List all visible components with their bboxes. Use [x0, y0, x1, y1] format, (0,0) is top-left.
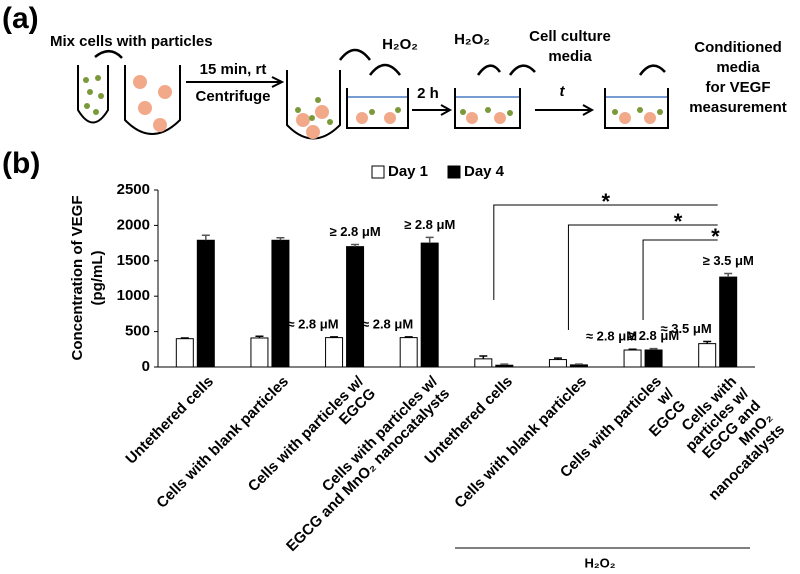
particles: [369, 107, 663, 116]
arrow: [508, 64, 536, 76]
annotation: ≥ 3.5 μM: [703, 253, 754, 268]
step-label: H₂O₂: [382, 36, 418, 53]
error-bar: [703, 340, 712, 344]
significance-label: *: [711, 224, 720, 249]
step-label: Mix cells with particles: [50, 33, 213, 50]
error-bar: [351, 243, 360, 247]
legend-label: Day 4: [464, 163, 505, 180]
bar: [698, 343, 717, 368]
wells: [346, 88, 669, 129]
significance-bracket: [642, 239, 718, 320]
tube: [124, 65, 181, 135]
error-bar: [276, 237, 285, 241]
bar: [548, 359, 567, 368]
annotation: ≥ 2.8 μM: [329, 224, 380, 239]
error-bar: [553, 357, 562, 360]
error-bar: [479, 355, 488, 359]
particles: [83, 75, 104, 115]
panel-label: (b): [2, 147, 40, 180]
y-axis-label: Concentration of VEGF: [69, 196, 86, 361]
step-label: Cell culture: [529, 28, 611, 45]
bar: [325, 337, 344, 368]
step-label: media: [548, 48, 592, 65]
error-bar: [574, 363, 583, 365]
bar: [644, 349, 663, 368]
error-bar: [201, 234, 210, 241]
bar: [420, 242, 439, 368]
annotation: ≥ 2.8 μM: [404, 217, 455, 232]
y-tick-label: 2000: [117, 216, 150, 233]
step-label: 2 h: [417, 85, 439, 102]
bar: [569, 364, 588, 368]
arrow-head: [582, 104, 595, 116]
step-label: for VEGF: [705, 79, 770, 96]
annotation: ≥ 2.8 μM: [628, 328, 679, 343]
legend-swatch: [371, 165, 385, 179]
step-label: measurement: [689, 99, 787, 116]
step-label: t: [560, 83, 566, 100]
cells: [133, 75, 172, 132]
y-tick-label: 2500: [117, 181, 150, 198]
arrow-head: [271, 76, 285, 88]
bar: [399, 337, 418, 368]
y-tick-label: 500: [125, 323, 150, 340]
y-tick-label: 0: [142, 358, 150, 375]
annotation: ≈ 2.8 μM: [362, 316, 413, 331]
error-bar: [404, 336, 413, 338]
particles: [295, 97, 333, 125]
step-label: 15 min, rt: [200, 61, 267, 78]
significance-bracket: [567, 224, 718, 330]
error-bar: [500, 363, 509, 366]
step-label: media: [716, 59, 760, 76]
y-tick-label: 1000: [117, 287, 150, 304]
bar: [175, 338, 194, 368]
annotation: ≈ 2.8 μM: [586, 329, 637, 344]
error-bar: [425, 236, 434, 244]
group-label: H₂O₂: [584, 555, 615, 570]
bar: [196, 239, 215, 368]
error-bar: [724, 272, 733, 278]
arrow: [339, 48, 371, 61]
cells: [296, 105, 329, 139]
bar: [623, 349, 642, 368]
significance-bracket: [493, 204, 718, 300]
arrow: [94, 50, 123, 59]
error-bar: [628, 348, 637, 351]
arrow-head: [440, 104, 453, 116]
error-bar: [330, 336, 339, 338]
bar: [474, 358, 493, 368]
tube: [77, 65, 109, 124]
error-bar: [649, 347, 658, 351]
bar: [495, 364, 514, 368]
step-label: Conditioned: [694, 39, 781, 56]
step-label: Centrifuge: [196, 88, 271, 105]
legend-label: Day 1: [388, 163, 428, 180]
arrow: [476, 64, 502, 76]
significance-label: *: [601, 189, 610, 214]
bar: [271, 239, 290, 368]
bar: [719, 276, 738, 368]
y-tick-label: 1500: [117, 252, 150, 269]
y-axis-label: (pg/mL): [89, 251, 106, 306]
cells: [356, 112, 656, 124]
significance-label: *: [674, 209, 683, 234]
arrow: [638, 64, 666, 76]
annotation: ≈ 3.5 μM: [660, 321, 711, 336]
step-label: H₂O₂: [454, 31, 490, 48]
bar: [346, 246, 365, 368]
error-bar: [255, 335, 264, 338]
bar: [250, 337, 269, 368]
annotation: ≈ 2.8 μM: [287, 316, 338, 331]
arrow: [369, 63, 401, 76]
legend-swatch: [447, 165, 461, 179]
error-bar: [180, 337, 189, 339]
panel-label: (a): [2, 2, 39, 35]
